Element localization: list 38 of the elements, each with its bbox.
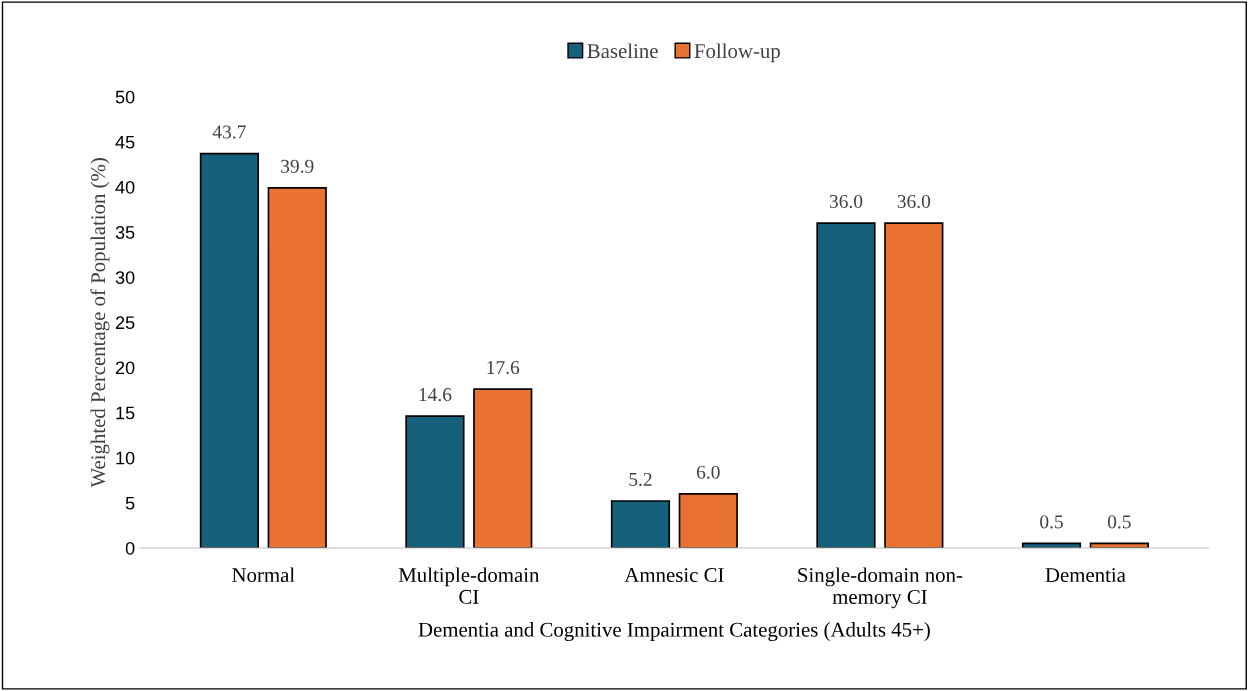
y-axis-title: Weighted Percentage of Population (%) — [90, 158, 110, 488]
y-tick-label: 35 — [115, 226, 135, 239]
data-label: 0.5 — [1107, 515, 1131, 529]
y-tick-label: 10 — [116, 451, 135, 465]
data-label: 5.2 — [629, 472, 652, 487]
data-label: 39.9 — [281, 159, 314, 173]
y-tick-label: 45 — [115, 135, 135, 149]
data-label: 17.6 — [487, 361, 520, 375]
data-label: 36.0 — [897, 194, 931, 209]
bar — [816, 222, 876, 548]
data-label: 14.6 — [419, 388, 452, 402]
bar — [199, 152, 260, 548]
data-label: 43.7 — [212, 125, 246, 139]
x-axis-title: Dementia and Cognitive Impairment Categories (Adults 45+) — [418, 622, 930, 642]
bar — [884, 222, 944, 548]
bar — [405, 415, 465, 548]
data-label: 0.5 — [1040, 515, 1063, 529]
y-tick-label: 40 — [115, 180, 135, 194]
y-tick-label: 25 — [115, 316, 135, 330]
bar — [678, 492, 738, 548]
x-tick-label: Multiple-domain CI — [398, 567, 540, 604]
bar — [267, 187, 327, 548]
x-tick-label: Single-domain non- memory CI — [798, 567, 963, 609]
y-tick-label: 5 — [125, 496, 135, 510]
data-label: 6.0 — [696, 465, 720, 479]
y-tick-label: 30 — [115, 271, 135, 284]
bar — [610, 500, 671, 548]
y-tick-label: 20 — [115, 361, 135, 375]
bar — [473, 388, 533, 548]
data-label: 36.0 — [829, 194, 863, 209]
x-tick-label: Dementia — [1045, 568, 1126, 583]
x-tick-label: Normal — [232, 567, 295, 583]
legend-label: Follow-up — [694, 43, 780, 63]
y-tick-label: 50 — [115, 90, 135, 104]
legend-label: Baseline — [587, 43, 658, 59]
y-tick-label: 0 — [125, 541, 135, 555]
y-tick-label: 15 — [116, 406, 135, 420]
x-tick-label: Amnesic CI — [624, 568, 724, 583]
